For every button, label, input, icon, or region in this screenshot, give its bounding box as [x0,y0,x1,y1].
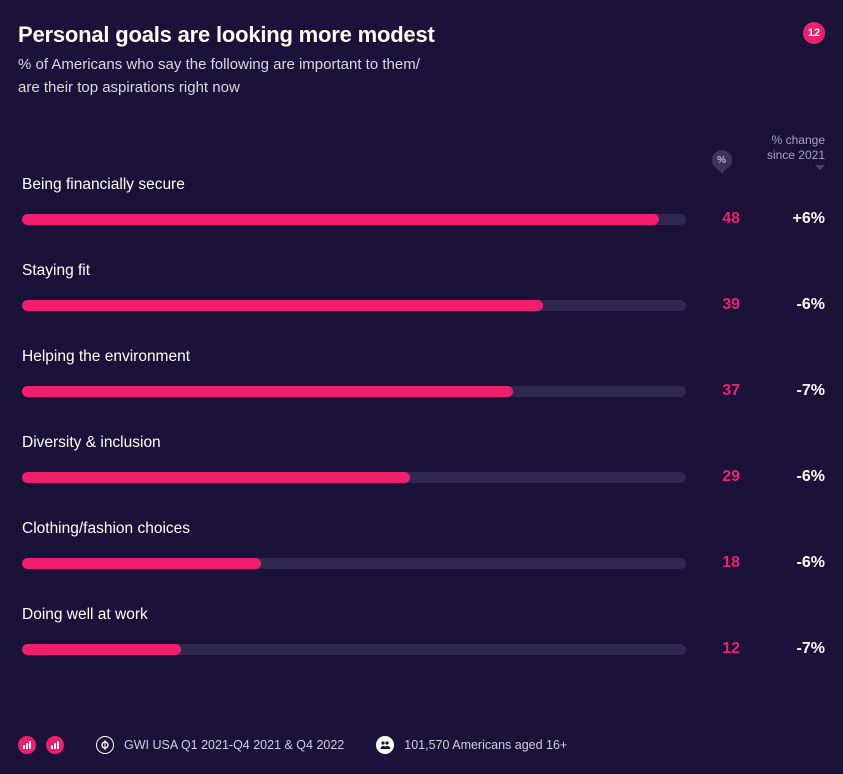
chart-title: Personal goals are looking more modest [18,22,825,48]
page-number-badge: 12 [803,22,825,44]
row-label: Clothing/fashion choices [22,520,825,538]
row-value: 29 [686,468,744,486]
bar-fill [22,386,513,397]
row-label: Staying fit [22,262,825,280]
row-value: 48 [686,210,744,228]
bar-chart-icon [18,736,36,754]
bar-track [22,472,686,483]
chevron-down-icon [815,165,825,170]
row-value: 18 [686,554,744,572]
source-label: GWI USA Q1 2021-Q4 2021 & Q4 2022 [124,738,344,752]
row-change: -6% [744,296,825,314]
bar-fill [22,644,181,655]
footer: GWI USA Q1 2021-Q4 2021 & Q4 2022 101,57… [18,736,825,754]
row-change: -6% [744,468,825,486]
sample-label: 101,570 Americans aged 16+ [404,738,567,752]
chart-subtitle: % of Americans who say the following are… [18,54,498,99]
people-icon [376,736,394,754]
bar-fill [22,558,261,569]
row-change: -7% [744,382,825,400]
bar-track [22,386,686,397]
bar-fill [22,300,543,311]
bar-track [22,558,686,569]
chart-row: Doing well at work 12-7% [22,606,825,658]
column-headers: % % changesince 2021 [22,133,825,170]
change-column-header: % changesince 2021 [742,133,825,170]
chart-row: Clothing/fashion choices 18-6% [22,520,825,572]
row-value: 37 [686,382,744,400]
chart-area: % % changesince 2021 Being financially s… [18,133,825,658]
chart-row: Being financially secure 48+6% [22,176,825,228]
percent-column-header: % [682,133,742,170]
row-value: 39 [686,296,744,314]
change-column-label: % changesince 2021 [767,133,825,162]
row-label: Being financially secure [22,176,825,194]
bar-fill [22,214,659,225]
bar-chart-icon [46,736,64,754]
source-icon [96,736,114,754]
chart-rows: Being financially secure 48+6% Staying fit… [22,176,825,658]
bar-fill [22,472,410,483]
row-label: Helping the environment [22,348,825,366]
row-label: Doing well at work [22,606,825,624]
bar-track [22,300,686,311]
row-change: -6% [744,554,825,572]
header: 12 Personal goals are looking more modes… [18,22,825,99]
bar-track [22,214,686,225]
bar-track [22,644,686,655]
row-change: -7% [744,640,825,658]
chart-row: Staying fit 39-6% [22,262,825,314]
chart-row: Diversity & inclusion 29-6% [22,434,825,486]
row-label: Diversity & inclusion [22,434,825,452]
row-value: 12 [686,640,744,658]
row-change: +6% [744,210,825,228]
chart-row: Helping the environment 37-7% [22,348,825,400]
percent-icon: % [712,150,732,170]
